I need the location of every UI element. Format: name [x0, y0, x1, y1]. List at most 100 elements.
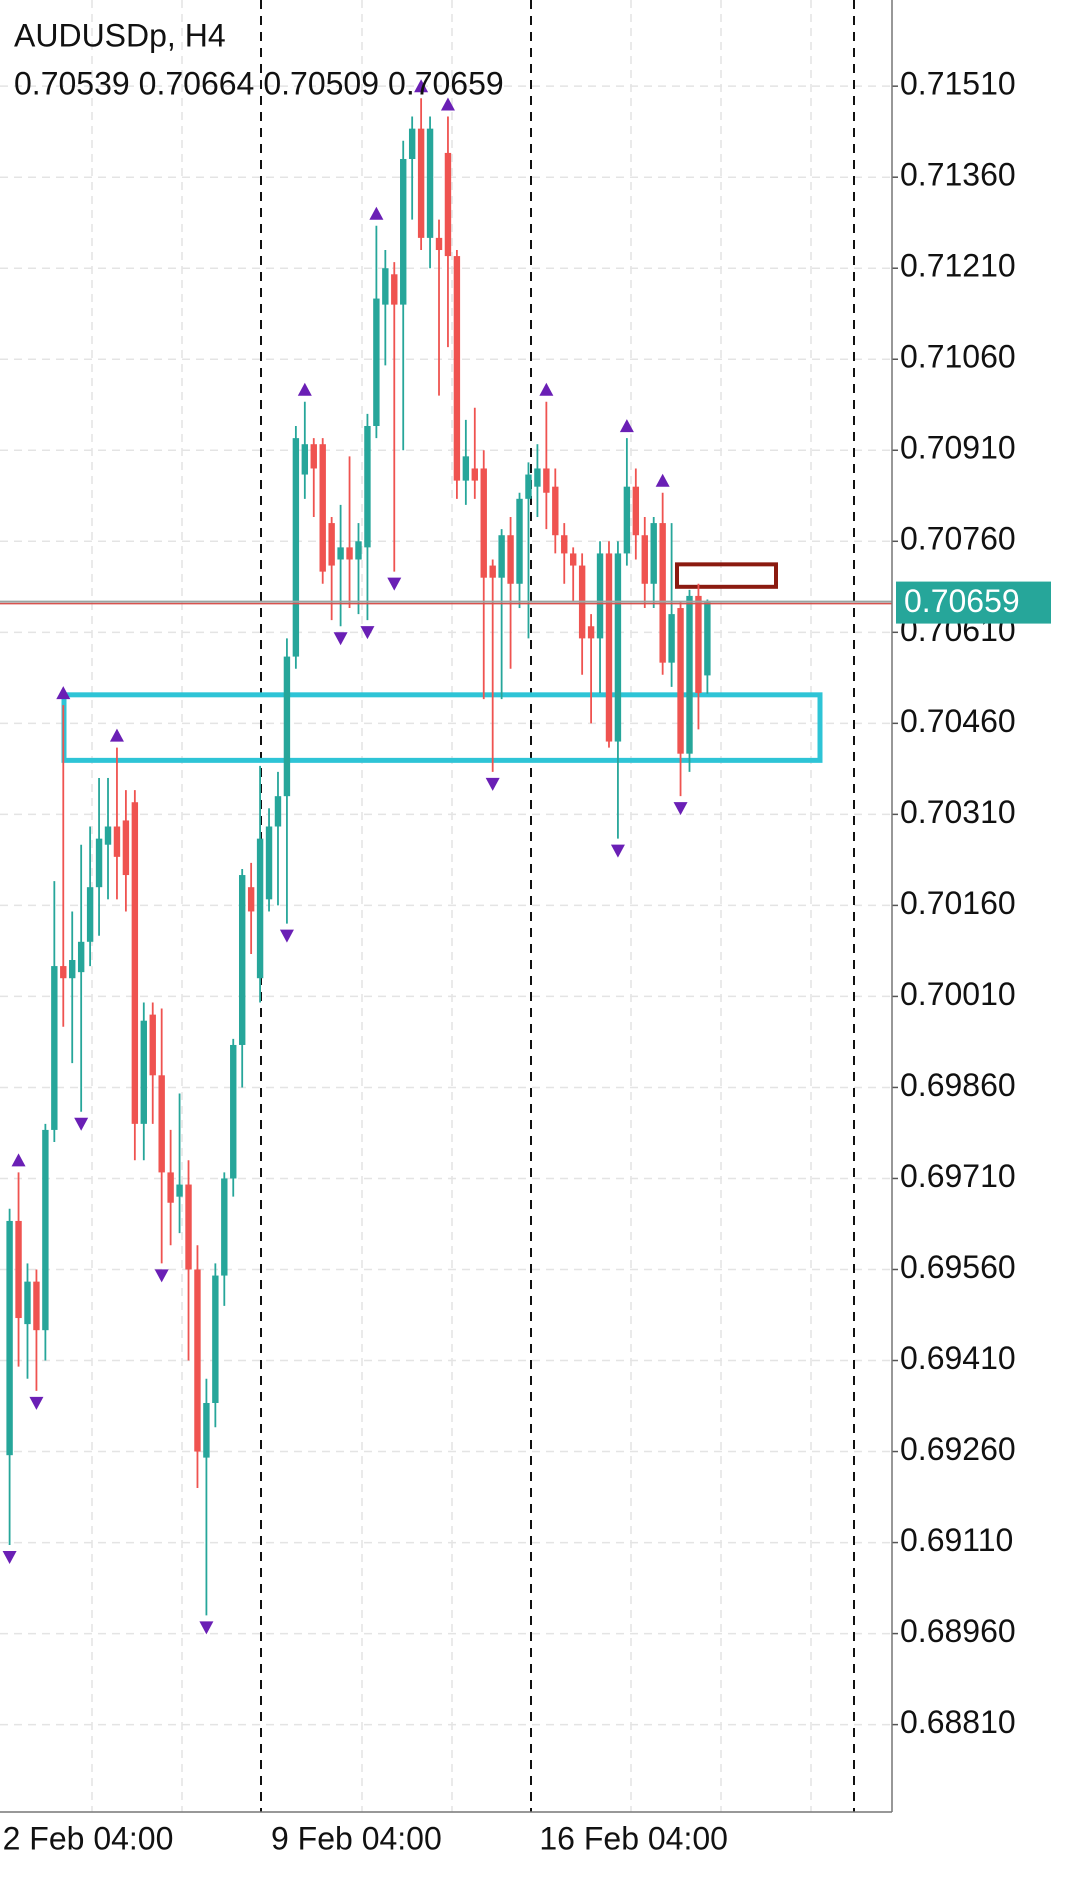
- candle-body: [543, 468, 550, 493]
- candle-body: [471, 468, 478, 481]
- x-tick-label: 2 Feb 04:00: [3, 1820, 174, 1856]
- candle-body: [274, 796, 282, 827]
- candle-body: [77, 941, 85, 973]
- candle-body: [507, 535, 514, 584]
- y-tick-label: 0.70460: [900, 703, 1016, 739]
- candle-body: [51, 966, 58, 1130]
- candle-body: [525, 474, 532, 499]
- fractal-up: [109, 728, 124, 742]
- candle-body: [33, 1281, 40, 1331]
- candle-body: [15, 1220, 22, 1319]
- x-tick-label: 16 Feb 04:00: [539, 1820, 728, 1856]
- candle-body: [632, 486, 640, 536]
- candle-body: [194, 1269, 201, 1452]
- y-tick-label: 0.69560: [900, 1249, 1016, 1285]
- y-tick-label: 0.71360: [900, 157, 1016, 193]
- y-tick-label: 0.68960: [900, 1613, 1016, 1649]
- fractal-down: [485, 777, 500, 791]
- candle-body: [400, 158, 407, 305]
- last-price-label: 0.70659: [904, 583, 1020, 619]
- candle-body: [569, 553, 577, 566]
- candle-body: [677, 608, 684, 754]
- grid: [0, 0, 892, 1812]
- y-tick-label: 0.70160: [900, 885, 1016, 921]
- candle-body: [301, 444, 309, 475]
- candle-body: [310, 444, 317, 469]
- fractal-up: [369, 206, 384, 220]
- candle-body: [319, 444, 326, 572]
- marks: [0, 79, 892, 1635]
- candle-body: [704, 602, 711, 676]
- candle-body: [6, 1220, 13, 1456]
- candle-body: [355, 541, 362, 560]
- fractal-down: [610, 844, 625, 858]
- candle-body: [230, 1044, 237, 1179]
- candle-body: [417, 128, 425, 238]
- fractal-up: [440, 97, 455, 111]
- candle-body: [605, 553, 613, 742]
- candle-body: [364, 425, 371, 548]
- y-tick-label: 0.71510: [900, 66, 1016, 102]
- candle-body: [453, 256, 461, 481]
- candle-body: [373, 298, 380, 426]
- ohlc-value: 0.70664: [139, 65, 255, 101]
- y-tick-label: 0.69110: [900, 1522, 1013, 1558]
- candle-body: [113, 826, 121, 857]
- candle-body: [212, 1275, 219, 1403]
- candle-body: [69, 960, 76, 979]
- candle-body: [659, 523, 666, 663]
- y-tick-label: 0.69260: [900, 1431, 1016, 1467]
- y-tick-label: 0.68810: [900, 1704, 1016, 1740]
- axes: 0.71510 0.71360 0.71210 0.71060 0.70910 0.707…: [0, 0, 1051, 1856]
- candle-body: [426, 128, 434, 238]
- candle-body: [42, 1129, 49, 1331]
- fractal-down: [29, 1396, 44, 1410]
- fractal-up: [414, 79, 429, 93]
- fractal-down: [279, 929, 294, 943]
- candle-body: [24, 1281, 31, 1325]
- ohlc-header: 0.70539 0.70664 0.70509 0.70659: [14, 65, 504, 101]
- x-tick-label: 9 Feb 04:00: [271, 1820, 442, 1856]
- candle-body: [695, 595, 702, 694]
- fractal-down: [154, 1269, 169, 1283]
- candle-body: [516, 498, 523, 584]
- y-tick-label: 0.70010: [900, 976, 1016, 1012]
- candle-body: [561, 535, 568, 554]
- ohlc-value: 0.70539: [14, 65, 130, 101]
- fractal-down: [2, 1550, 17, 1564]
- candle-body: [382, 268, 389, 305]
- candle-body: [391, 274, 398, 305]
- y-tick-label: 0.70760: [900, 521, 1016, 557]
- y-tick-label: 0.70910: [900, 430, 1016, 466]
- candle-body: [444, 152, 452, 257]
- candle-body: [256, 838, 264, 979]
- fractal-down: [199, 1621, 214, 1635]
- candle-body: [480, 468, 487, 578]
- candle-body: [346, 547, 353, 560]
- fractal-down: [360, 626, 375, 640]
- candle-body: [489, 565, 496, 578]
- y-tick-label: 0.69710: [900, 1158, 1016, 1194]
- candle-body: [668, 614, 675, 663]
- candle-body: [462, 456, 470, 481]
- y-tick-label: 0.69410: [900, 1340, 1016, 1376]
- candle-body: [408, 128, 416, 159]
- candle-body: [185, 1184, 192, 1270]
- candle-body: [122, 820, 130, 876]
- candle-body: [337, 547, 344, 560]
- fractal-down: [74, 1117, 89, 1131]
- candle-body: [158, 1075, 165, 1173]
- candle-body: [435, 237, 443, 251]
- candle-body: [587, 626, 595, 639]
- candle-body: [596, 553, 604, 639]
- fractal-up: [11, 1153, 26, 1167]
- fractal-up: [539, 382, 554, 396]
- fractal-up: [655, 473, 670, 487]
- candle-body: [641, 535, 648, 584]
- candle-body: [247, 887, 255, 912]
- fractal-up: [619, 419, 634, 433]
- candle-body: [534, 468, 541, 487]
- candle-body: [292, 438, 300, 657]
- candle-body: [614, 553, 622, 742]
